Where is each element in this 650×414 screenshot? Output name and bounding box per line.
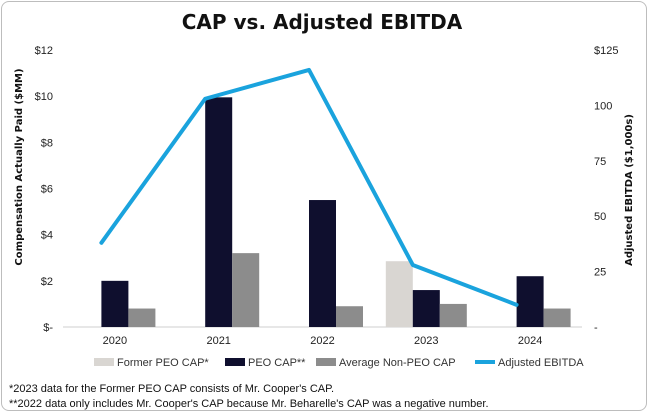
bar-former-peo-cap-2023 bbox=[385, 261, 413, 327]
bar-peo-cap-2023 bbox=[412, 290, 440, 327]
chart-title: CAP vs. Adjusted EBITDA bbox=[182, 10, 463, 34]
y2-tick-label: 50 bbox=[594, 211, 606, 223]
legend-label-average-non-peo-cap: Average Non-PEO CAP bbox=[339, 357, 456, 369]
x-tick-label: 2021 bbox=[206, 335, 230, 347]
legend-swatch-peo-cap bbox=[225, 358, 245, 366]
legend-swatch-former-peo-cap bbox=[94, 358, 114, 366]
legend-swatch-average-non-peo-cap bbox=[316, 358, 336, 366]
legend: Former PEO CAP* PEO CAP** Average Non-PEO … bbox=[94, 357, 584, 369]
y2-tick-label: 75 bbox=[594, 156, 606, 168]
y2-tick-label: 25 bbox=[594, 267, 606, 279]
y2-tick-label: $125 bbox=[594, 45, 618, 57]
x-tick-label: 2024 bbox=[518, 335, 542, 347]
legend-label-former-peo-cap: Former PEO CAP* bbox=[117, 357, 209, 369]
y-tick-label: $- bbox=[43, 322, 53, 334]
y2-tick-label: - bbox=[594, 322, 598, 334]
legend-label-adjusted-ebitda: Adjusted EBITDA bbox=[498, 357, 584, 369]
bar-average-non-peo-cap-2023 bbox=[439, 303, 467, 327]
y2-tick-label: 100 bbox=[594, 100, 612, 112]
y-tick-label: $10 bbox=[35, 91, 53, 103]
bar-average-non-peo-cap-2021 bbox=[232, 253, 260, 327]
bar-peo-cap-2022 bbox=[309, 200, 336, 327]
line-adjusted-ebitda bbox=[99, 67, 519, 307]
bar-average-non-peo-cap-2022 bbox=[336, 306, 363, 327]
x-tick-label: 2023 bbox=[414, 335, 438, 347]
y-tick-label: $8 bbox=[41, 137, 53, 149]
bar-average-non-peo-cap-2020 bbox=[128, 308, 156, 327]
footnote-2: **2022 data only includes Mr. Cooper's C… bbox=[9, 398, 489, 410]
y-tick-label: $2 bbox=[41, 276, 53, 288]
y2-axis-title: Adjusted EBITDA ($1,000s) bbox=[624, 114, 635, 266]
bar-peo-cap-2021 bbox=[205, 97, 233, 327]
x-tick-label: 2022 bbox=[310, 335, 334, 347]
y-tick-label: $4 bbox=[41, 230, 53, 242]
bar-peo-cap-2020 bbox=[101, 280, 129, 327]
y-axis-title: Compensation Actually Paid ($MM) bbox=[14, 68, 25, 265]
y-tick-label: $12 bbox=[35, 45, 53, 57]
y-tick-label: $6 bbox=[41, 184, 53, 196]
bar-peo-cap-2024 bbox=[516, 276, 544, 327]
x-tick-label: 2020 bbox=[103, 335, 127, 347]
plot-area: $- $2 $4 $6 $8 $10 $12 - 25 50 75 100 $125 2020 2021 20… bbox=[35, 45, 619, 347]
bar-average-non-peo-cap-2024 bbox=[543, 308, 571, 327]
legend-label-peo-cap: PEO CAP** bbox=[248, 357, 306, 369]
footnote-1: *2023 data for the Former PEO CAP consis… bbox=[9, 383, 334, 395]
